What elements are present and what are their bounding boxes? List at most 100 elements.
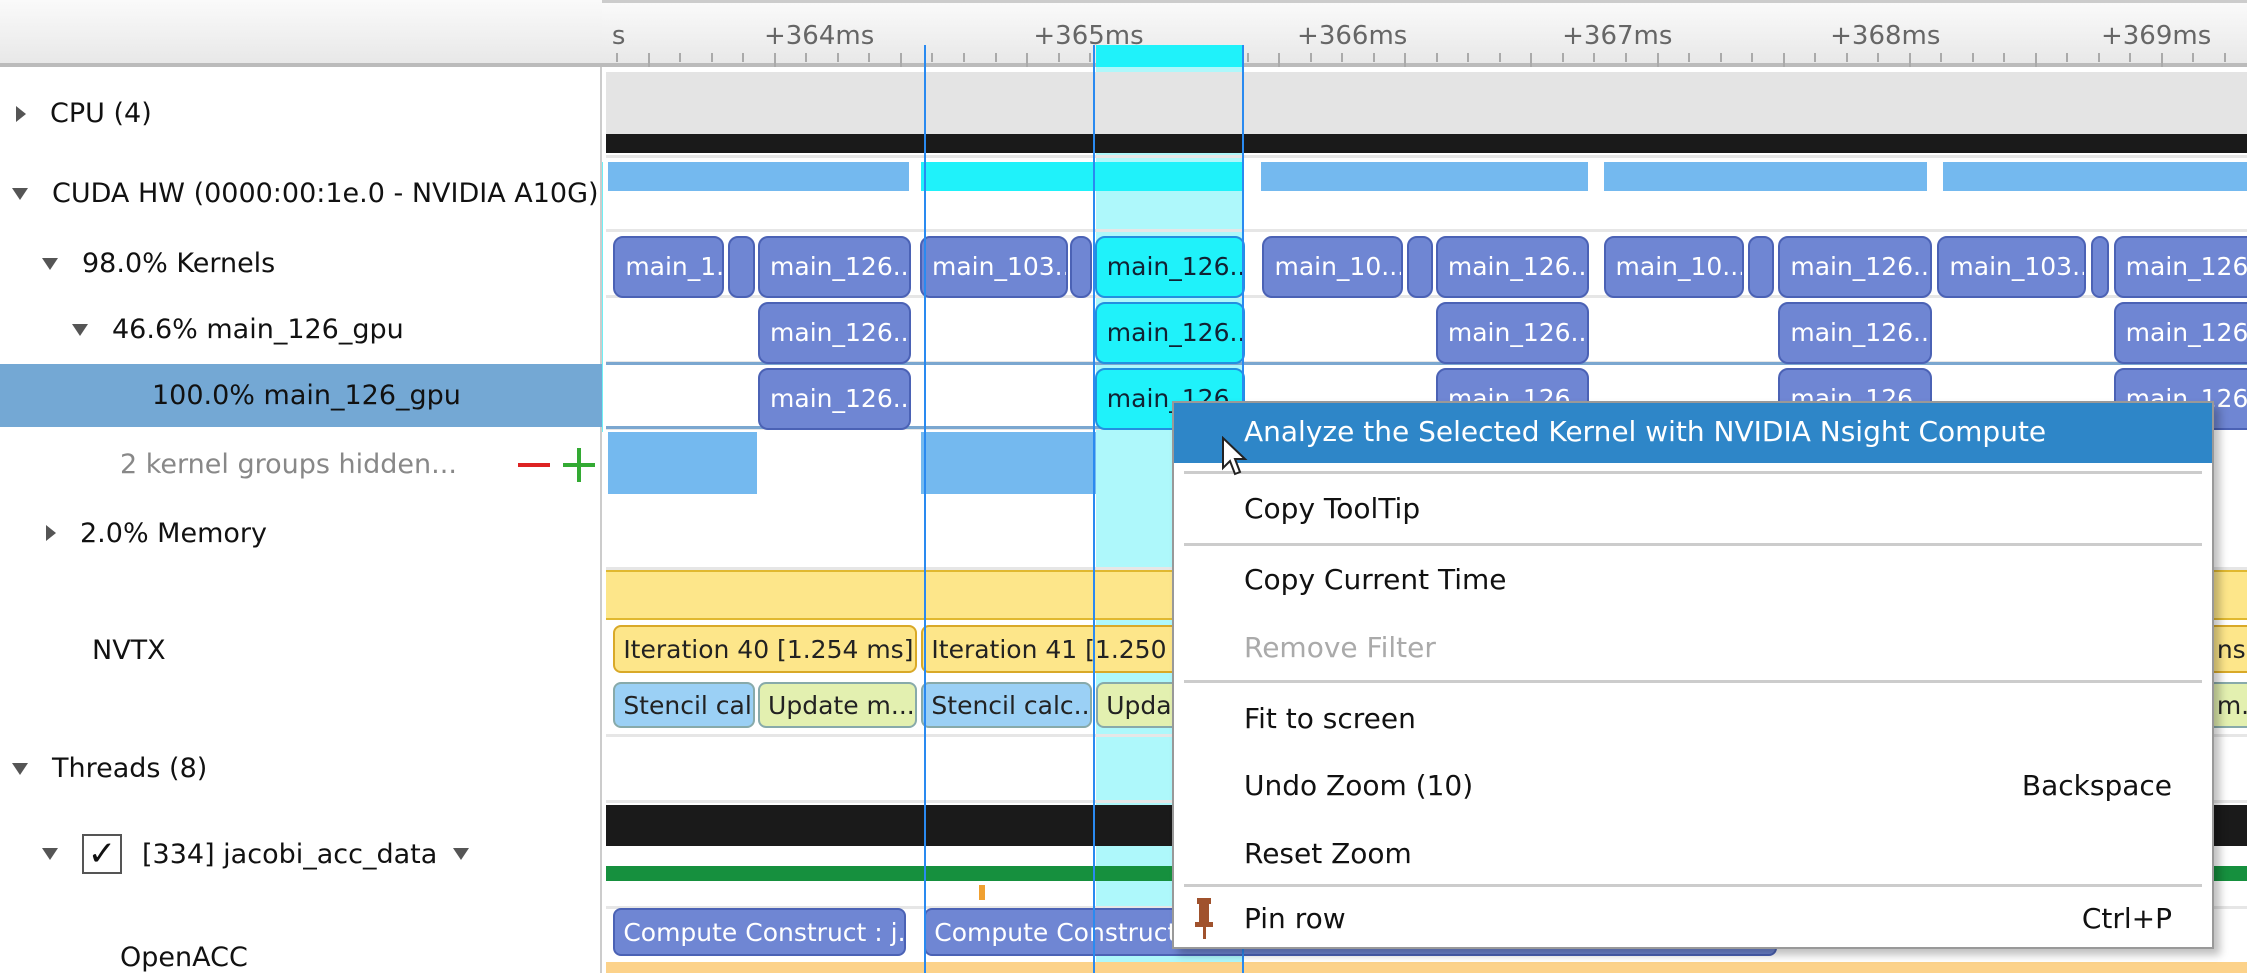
nvtx-iteration[interactable]: Iteration 40 [1.254 ms] bbox=[613, 625, 918, 673]
tick-mark bbox=[1656, 53, 1659, 67]
kernel-block[interactable]: main_126... bbox=[1094, 236, 1246, 298]
menu-item-copy-current-time[interactable]: Copy Current Time bbox=[1174, 547, 2212, 613]
menu-item-fit-to-screen[interactable]: Fit to screen bbox=[1174, 686, 2212, 752]
kernel-block[interactable] bbox=[1748, 236, 1775, 298]
expand-plus-icon[interactable] bbox=[563, 448, 595, 482]
thread-event-marker bbox=[979, 885, 985, 900]
hidden-groups-bar bbox=[921, 432, 1097, 494]
gpu-utilization-bar bbox=[1943, 162, 2247, 191]
row-label: 100.0% main_126_gpu bbox=[152, 380, 461, 411]
menu-item-undo-zoom-10[interactable]: Undo Zoom (10) Backspace bbox=[1174, 753, 2212, 819]
expand-icon[interactable] bbox=[16, 105, 26, 122]
row-labels-panel: CPU (4) CUDA HW (0000:00:1e.0 - NVIDIA A… bbox=[0, 0, 602, 973]
kernel-block[interactable] bbox=[727, 236, 756, 298]
shortcut-label: Ctrl+P bbox=[2081, 902, 2172, 935]
kernel-block[interactable]: main_10... bbox=[1603, 236, 1744, 298]
kernel-block[interactable]: main_103... bbox=[1937, 236, 2087, 298]
kernel-block[interactable]: main_126... bbox=[758, 302, 912, 364]
collapse-icon[interactable] bbox=[42, 257, 58, 270]
collapse-icon[interactable] bbox=[12, 762, 28, 775]
row-cpu[interactable]: CPU (4) bbox=[0, 72, 602, 155]
tick-label: s bbox=[611, 21, 626, 51]
row-selected-kernel[interactable]: 100.0% main_126_gpu bbox=[0, 364, 602, 427]
kernel-block[interactable]: main_126... bbox=[1094, 302, 1246, 364]
tick-mark bbox=[1498, 53, 1501, 62]
tick-mark bbox=[1530, 53, 1533, 67]
menu-item-analyze-the-selected-kernel-with-nvidia-nsight-compute[interactable]: Analyze the Selected Kernel with NVIDIA … bbox=[1174, 403, 2212, 463]
collapse-icon[interactable] bbox=[42, 848, 58, 860]
row-cuda-hw[interactable]: CUDA HW (0000:00:1e.0 - NVIDIA A10G) bbox=[0, 158, 602, 229]
selection-range-marker bbox=[1096, 45, 1244, 67]
kernel-block[interactable]: main_103... bbox=[919, 236, 1068, 298]
shortcut-label: Backspace bbox=[2021, 769, 2172, 802]
kernel-block[interactable]: main_126... bbox=[758, 368, 912, 430]
nvtx-iteration[interactable]: Iteration 41 [1.250 bbox=[921, 625, 1190, 673]
tick-mark bbox=[1908, 53, 1911, 67]
menu-item-label: Pin row bbox=[1244, 902, 1346, 935]
tick-mark bbox=[679, 53, 682, 62]
kernel-block[interactable]: main_126... bbox=[1435, 236, 1590, 298]
kernel-block[interactable]: main_126... bbox=[758, 236, 912, 298]
row-threads[interactable]: Threads (8) bbox=[0, 737, 602, 800]
menu-item-remove-filter: Remove Filter bbox=[1174, 615, 2212, 681]
row-label: [334] jacobi_acc_data bbox=[142, 838, 438, 870]
menu-item-label: Copy Current Time bbox=[1244, 563, 1507, 596]
menu-separator bbox=[1184, 543, 2202, 546]
menu-item-label: Undo Zoom (10) bbox=[1244, 769, 1474, 802]
collapse-icon[interactable] bbox=[12, 187, 28, 200]
tick-label: +364ms bbox=[763, 21, 875, 51]
tick-label: +369ms bbox=[2100, 21, 2212, 51]
nvtx-subrange[interactable]: Update m... bbox=[758, 682, 918, 728]
tick-mark bbox=[836, 53, 839, 62]
kernel-block[interactable]: main_126... bbox=[1778, 302, 1932, 364]
kernel-block[interactable]: main_126... bbox=[1435, 302, 1590, 364]
tick-mark bbox=[647, 53, 650, 67]
row-memory[interactable]: 2.0% Memory bbox=[0, 499, 602, 567]
row-kernel-group[interactable]: 46.6% main_126_gpu bbox=[0, 298, 602, 361]
kernel-block[interactable]: main_126... bbox=[2113, 302, 2247, 364]
tick-mark bbox=[1814, 53, 1817, 62]
row-label: 2 kernel groups hidden... bbox=[120, 449, 457, 480]
menu-item-copy-tooltip[interactable]: Copy ToolTip bbox=[1174, 476, 2212, 542]
kernel-block[interactable]: main_126... bbox=[2113, 236, 2247, 298]
mouse-cursor-icon bbox=[1222, 436, 1248, 476]
menu-item-reset-zoom[interactable]: Reset Zoom bbox=[1174, 821, 2212, 887]
expand-icon[interactable] bbox=[46, 525, 56, 541]
tick-label: +367ms bbox=[1562, 21, 1673, 51]
cursor-line bbox=[924, 45, 926, 973]
nvtx-subrange[interactable]: Stencil cal... bbox=[613, 682, 756, 728]
kernel-block[interactable] bbox=[1070, 236, 1092, 298]
gpu-utilization-bar bbox=[1603, 162, 1928, 191]
row-kernels[interactable]: 98.0% Kernels bbox=[0, 232, 602, 295]
menu-item-label: Fit to screen bbox=[1244, 702, 1416, 735]
tick-mark bbox=[1782, 53, 1785, 67]
menu-item-pin-row[interactable]: Pin row Ctrl+P bbox=[1174, 886, 2212, 952]
kernel-block[interactable]: main_126... bbox=[1778, 236, 1932, 298]
thread-checkbox[interactable]: ✓ bbox=[82, 834, 122, 874]
row-label: OpenACC bbox=[120, 942, 248, 973]
context-menu: Analyze the Selected Kernel with NVIDIA … bbox=[1172, 401, 2214, 949]
menu-separator bbox=[1184, 680, 2202, 683]
tick-mark bbox=[1057, 53, 1060, 62]
thread-dropdown-icon[interactable] bbox=[453, 848, 470, 860]
kernel-block[interactable]: main_10... bbox=[1262, 236, 1403, 298]
tick-mark bbox=[2160, 53, 2163, 67]
tick-mark bbox=[1845, 53, 1848, 62]
nvtx-subrange[interactable]: Stencil calc... bbox=[921, 682, 1092, 728]
tick-mark bbox=[742, 53, 745, 62]
collapse-minus-icon[interactable] bbox=[518, 463, 550, 467]
tick-mark bbox=[962, 53, 965, 62]
gpu-utilization-bar bbox=[1261, 162, 1588, 191]
openacc-construct[interactable]: Compute Construct : j... bbox=[613, 908, 906, 956]
tick-mark bbox=[1089, 53, 1092, 62]
row-thread[interactable]: ✓ [334] jacobi_acc_data bbox=[0, 802, 602, 906]
tick-mark bbox=[1246, 53, 1249, 62]
kernel-block[interactable]: main_1... bbox=[613, 236, 724, 298]
collapse-icon[interactable] bbox=[72, 323, 88, 336]
kernel-block[interactable] bbox=[2090, 236, 2110, 298]
row-hidden-groups: 2 kernel groups hidden... bbox=[0, 430, 602, 499]
tick-mark bbox=[1593, 53, 1596, 62]
menu-item-label: Remove Filter bbox=[1244, 631, 1436, 664]
menu-separator bbox=[1184, 884, 2202, 887]
kernel-block[interactable] bbox=[1407, 236, 1433, 298]
